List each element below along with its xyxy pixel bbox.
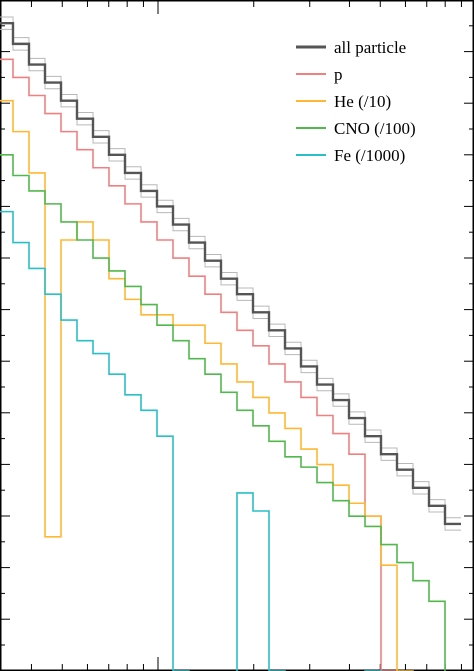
legend-label: p <box>334 65 343 84</box>
series-line <box>0 210 382 671</box>
series-layer <box>0 16 461 671</box>
series-fe-1000 <box>0 210 382 671</box>
series-line <box>0 99 414 671</box>
series-cno-100 <box>0 154 446 671</box>
legend-item: all particle <box>296 38 406 57</box>
legend-label: CNO (/100) <box>334 119 416 138</box>
legend-label: all particle <box>334 38 406 57</box>
band-upper <box>0 16 461 519</box>
series-line <box>0 22 461 526</box>
series-p <box>0 58 398 671</box>
series-all-particle <box>0 16 461 531</box>
legend-label: He (/10) <box>334 92 391 111</box>
legend-item: p <box>296 65 343 84</box>
series-line <box>0 154 446 671</box>
legend: all particle p He (/10) CNO (/100) Fe (/1000… <box>296 38 416 165</box>
legend-label: Fe (/1000) <box>334 146 405 165</box>
series-line <box>0 58 398 671</box>
legend-item: He (/10) <box>296 92 391 111</box>
legend-item: CNO (/100) <box>296 119 416 138</box>
legend-item: Fe (/1000) <box>296 146 405 165</box>
series-he-10 <box>0 99 414 671</box>
